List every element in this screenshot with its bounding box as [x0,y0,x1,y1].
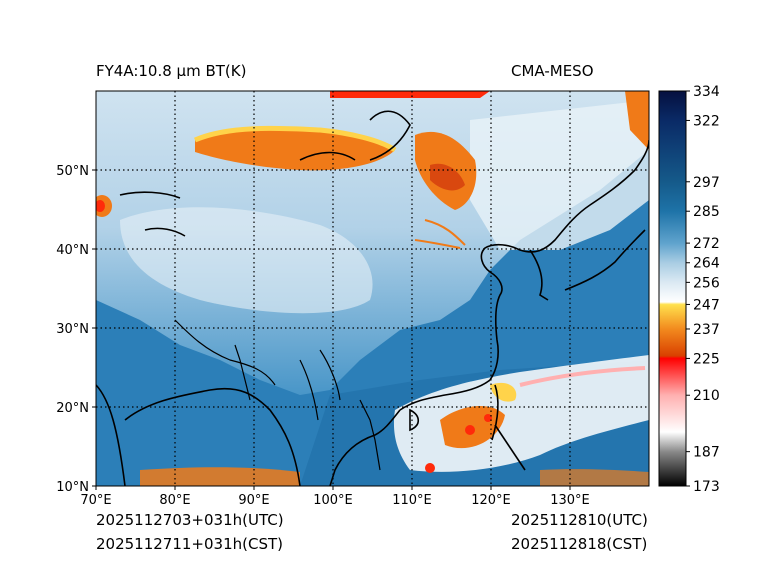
colorbar-label: 264 [693,256,720,272]
valid-time-utc: 2025112810(UTC) [511,511,648,529]
graticule [96,91,649,486]
colorbar-label: 285 [693,204,720,220]
colorbar-label: 173 [693,479,720,495]
x-tick-label: 110°E [392,493,432,508]
colorbar-label: 297 [693,175,720,191]
colorbar-label: 187 [693,445,720,461]
convection-cell-1 [465,425,475,435]
init-time-utc: 2025112703+031h(UTC) [96,511,284,529]
x-tick-label: 90°E [238,493,269,508]
cloud-west-spot-core [96,200,105,212]
coastlines [96,110,649,486]
colorbar-label: 322 [693,113,720,129]
colorbar: 334 322 297 285 272 264 256 247 237 225 210 187 173 [658,84,720,495]
northeast-snow-region [470,100,649,250]
cloud-streak-2 [414,239,461,249]
model-name: CMA-MESO [511,62,594,80]
convection-cell-3 [425,463,435,473]
x-tick-label: 70°E [80,493,111,508]
colorbar-gradient [658,90,687,487]
country-borders [174,319,381,471]
y-tick-label: 40°N [56,243,89,258]
colorbar-label: 256 [693,275,720,291]
valid-time-cst: 2025112818(CST) [511,535,648,553]
cloud-top-right [625,91,649,150]
cloud-band-siberia [195,128,395,171]
colorbar-label: 225 [693,351,720,367]
y-tick-label: 50°N [56,164,89,179]
tibetan-plateau-haze [120,207,373,314]
x-tick-label: 120°E [471,493,511,508]
map-axis-ticks: 70°E 80°E 90°E 100°E 110°E 120°E 130°E 10°N 20°N… [56,164,590,508]
convection-cell-2 [484,414,492,422]
colorbar-label: 237 [693,322,720,338]
convection-bottom-strip-2 [540,469,649,486]
y-tick-label: 20°N [56,401,89,416]
init-time-cst: 2025112711+031h(CST) [96,535,284,553]
map-frame [95,90,650,487]
y-tick-label: 30°N [56,322,89,337]
cloud-top-strip [330,91,490,98]
convection-bottom-strip [140,467,300,486]
colorbar-label: 210 [693,388,720,404]
map-area [96,91,649,486]
y-tick-label: 10°N [56,480,89,495]
cloud-band-siberia-edge [194,125,397,153]
colorbar-label: 334 [693,84,720,100]
x-tick-label: 130°E [550,493,590,508]
x-tick-label: 100°E [313,493,353,508]
colorbar-label: 272 [693,236,720,252]
figure-title: FY4A:10.8 µm BT(K) [96,62,247,80]
colorbar-label: 247 [693,297,720,313]
cloud-streak-1 [424,219,466,246]
x-tick-label: 80°E [159,493,190,508]
convection-pink-band [519,366,646,387]
